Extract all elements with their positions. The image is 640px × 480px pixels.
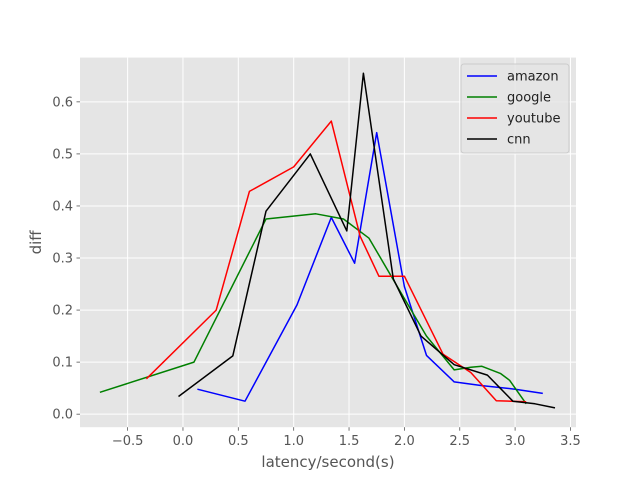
x-tick-label: 0.0 xyxy=(173,434,194,449)
y-tick-label: 0.0 xyxy=(52,408,73,423)
y-tick-label: 0.6 xyxy=(52,95,73,110)
y-tick-label: 0.4 xyxy=(52,199,73,214)
y-tick-label: 0.3 xyxy=(52,252,73,267)
y-axis-label: diff xyxy=(27,230,45,255)
x-tick-label: 1.5 xyxy=(339,434,360,449)
legend-label-google: google xyxy=(507,91,551,106)
legend-label-youtube: youtube xyxy=(507,112,560,127)
x-tick-label: 2.5 xyxy=(449,434,470,449)
legend: amazon google youtube cnn xyxy=(461,64,569,153)
x-axis-label: latency/second(s) xyxy=(261,453,394,471)
y-tick-label: 0.1 xyxy=(52,356,73,371)
x-tick-label: 2.0 xyxy=(394,434,415,449)
x-tick-label: −0.5 xyxy=(112,434,144,449)
x-tick-label: 3.0 xyxy=(505,434,526,449)
x-tick-label: 0.5 xyxy=(228,434,249,449)
y-tick-label: 0.5 xyxy=(52,147,73,162)
legend-label-amazon: amazon xyxy=(507,70,559,85)
x-tick-label: 1.0 xyxy=(283,434,304,449)
x-tick-label: 3.5 xyxy=(560,434,581,449)
y-tick-label: 0.2 xyxy=(52,304,73,319)
legend-label-cnn: cnn xyxy=(507,133,531,148)
